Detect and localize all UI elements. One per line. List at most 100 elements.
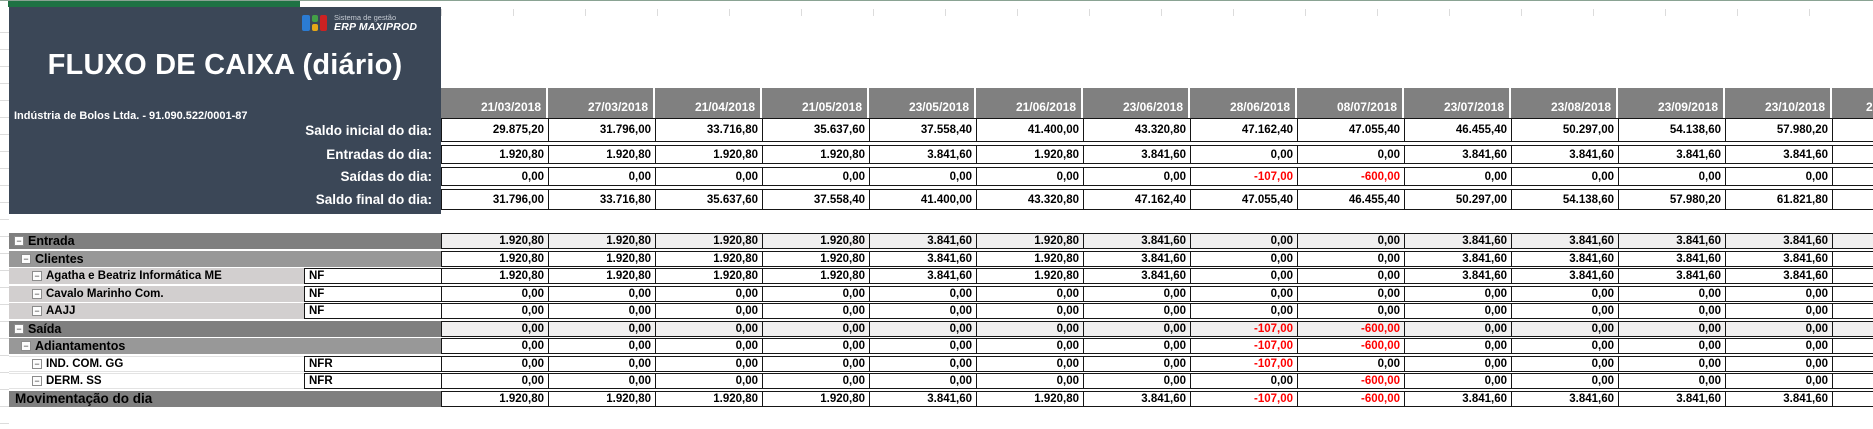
detail-value-cell[interactable]: 1.920,80 (548, 390, 656, 407)
summary-value-cell[interactable]: 54.138,60 (1511, 189, 1619, 210)
detail-value-cell-clipped[interactable] (1832, 320, 1873, 337)
detail-value-cell-clipped[interactable] (1832, 233, 1873, 249)
detail-value-cell[interactable]: 0,00 (441, 303, 549, 319)
detail-value-cell[interactable]: 0,00 (548, 285, 656, 302)
detail-value-cell[interactable]: -600,00 (1297, 390, 1405, 407)
detail-value-cell[interactable]: 1.920,80 (655, 233, 763, 249)
summary-value-cell[interactable]: 41.400,00 (869, 189, 977, 210)
detail-value-cell[interactable]: 0,00 (655, 373, 763, 389)
detail-value-cell[interactable]: 0,00 (869, 320, 977, 337)
collapse-icon[interactable]: − (32, 358, 42, 369)
detail-row-label[interactable]: − Cavalo Marinho Com. (9, 285, 305, 302)
detail-value-cell[interactable]: 0,00 (655, 285, 763, 302)
collapse-icon[interactable]: − (32, 271, 42, 281)
summary-value-cell[interactable]: 3.841,60 (1725, 145, 1833, 164)
summary-value-cell[interactable]: 35.637,60 (655, 189, 763, 210)
detail-value-cell[interactable]: 0,00 (1618, 303, 1726, 319)
detail-value-cell[interactable]: 1.920,80 (762, 233, 870, 249)
date-header-cell[interactable]: 21/04/2018 (655, 88, 760, 118)
detail-value-cell[interactable]: 0,00 (762, 303, 870, 319)
detail-value-cell[interactable]: 0,00 (548, 338, 656, 354)
detail-row-label[interactable]: − Entrada (9, 233, 442, 249)
detail-value-cell[interactable]: 0,00 (1190, 285, 1298, 302)
detail-value-cell[interactable]: 0,00 (1511, 373, 1619, 389)
summary-value-cell[interactable]: 50.297,00 (1511, 118, 1619, 142)
detail-row-label[interactable]: − DERM. SS (9, 373, 305, 389)
summary-value-cell[interactable]: 33.716,80 (548, 189, 656, 210)
detail-value-cell[interactable]: 0,00 (1725, 320, 1833, 337)
detail-value-cell[interactable]: 0,00 (548, 320, 656, 337)
detail-value-cell[interactable]: 0,00 (976, 320, 1084, 337)
detail-value-cell[interactable]: 3.841,60 (869, 268, 977, 284)
summary-value-cell[interactable]: 3.841,60 (869, 145, 977, 164)
detail-value-cell[interactable]: 0,00 (1511, 338, 1619, 354)
summary-value-cell[interactable]: 37.558,40 (869, 118, 977, 142)
detail-row-label[interactable]: − Agatha e Beatriz Informática ME (9, 268, 305, 284)
collapse-icon[interactable]: − (21, 341, 31, 351)
detail-value-cell[interactable]: 0,00 (1404, 373, 1512, 389)
detail-value-cell[interactable]: 0,00 (976, 285, 1084, 302)
detail-value-cell[interactable]: 1.920,80 (548, 268, 656, 284)
summary-value-cell[interactable]: 54.138,60 (1618, 118, 1726, 142)
detail-value-cell[interactable]: 3.841,60 (1725, 233, 1833, 249)
summary-value-cell[interactable]: 43.320,80 (1083, 118, 1191, 142)
detail-value-cell[interactable]: 3.841,60 (1404, 390, 1512, 407)
summary-value-cell[interactable]: 0,00 (1511, 167, 1619, 186)
detail-value-cell[interactable]: 0,00 (869, 373, 977, 389)
summary-value-cell-clipped[interactable] (1832, 145, 1873, 164)
detail-value-cell[interactable]: 0,00 (1618, 285, 1726, 302)
summary-value-cell[interactable]: 61.821,80 (1725, 189, 1833, 210)
detail-value-cell[interactable]: 0,00 (1511, 355, 1619, 372)
summary-value-cell[interactable]: 41.400,00 (976, 118, 1084, 142)
detail-value-cell[interactable]: 0,00 (762, 320, 870, 337)
detail-value-cell[interactable]: 0,00 (762, 285, 870, 302)
detail-value-cell[interactable]: 0,00 (869, 285, 977, 302)
detail-row-label[interactable]: − Saída (9, 320, 442, 337)
date-header-cell[interactable]: 23/06/2018 (1083, 88, 1188, 118)
detail-value-cell[interactable]: 3.841,60 (1618, 233, 1726, 249)
detail-value-cell[interactable]: 0,00 (655, 338, 763, 354)
detail-value-cell[interactable]: 0,00 (441, 373, 549, 389)
summary-value-cell[interactable]: 47.162,40 (1190, 118, 1298, 142)
detail-value-cell[interactable]: 0,00 (1083, 373, 1191, 389)
summary-value-cell[interactable]: 3.841,60 (1618, 145, 1726, 164)
detail-value-cell[interactable]: 1.920,80 (548, 250, 656, 267)
summary-value-cell[interactable]: 0,00 (762, 167, 870, 186)
detail-value-cell[interactable]: 1.920,80 (548, 233, 656, 249)
detail-value-cell[interactable]: 0,00 (869, 303, 977, 319)
detail-value-cell[interactable]: -107,00 (1190, 320, 1298, 337)
summary-value-cell[interactable]: 57.980,20 (1618, 189, 1726, 210)
detail-value-cell[interactable]: 3.841,60 (1083, 233, 1191, 249)
summary-value-cell[interactable]: -600,00 (1297, 167, 1405, 186)
detail-value-cell[interactable]: 1.920,80 (762, 268, 870, 284)
detail-value-cell[interactable]: 0,00 (1725, 355, 1833, 372)
detail-value-cell[interactable]: -107,00 (1190, 355, 1298, 372)
detail-value-cell[interactable]: 0,00 (1725, 285, 1833, 302)
summary-value-cell[interactable]: 0,00 (1190, 145, 1298, 164)
detail-value-cell[interactable]: 0,00 (1297, 355, 1405, 372)
detail-value-cell[interactable]: 1.920,80 (976, 390, 1084, 407)
summary-value-cell[interactable]: 47.055,40 (1297, 118, 1405, 142)
summary-value-cell[interactable]: 0,00 (869, 167, 977, 186)
detail-value-cell-clipped[interactable] (1832, 285, 1873, 302)
detail-value-cell[interactable]: 3.841,60 (1511, 390, 1619, 407)
summary-value-cell[interactable]: 0,00 (1083, 167, 1191, 186)
detail-value-cell[interactable]: 0,00 (1190, 250, 1298, 267)
summary-value-cell[interactable]: 46.455,40 (1404, 118, 1512, 142)
detail-value-cell[interactable]: 3.841,60 (1511, 250, 1619, 267)
doc-type-cell[interactable]: NFR (304, 373, 442, 389)
summary-value-cell[interactable]: -107,00 (1190, 167, 1298, 186)
detail-value-cell[interactable]: 0,00 (762, 355, 870, 372)
detail-value-cell[interactable]: 0,00 (1404, 338, 1512, 354)
detail-value-cell[interactable]: 3.841,60 (1725, 268, 1833, 284)
detail-value-cell[interactable]: -600,00 (1297, 373, 1405, 389)
detail-value-cell[interactable]: -107,00 (1190, 338, 1298, 354)
detail-value-cell[interactable]: 0,00 (1083, 303, 1191, 319)
detail-value-cell[interactable]: 0,00 (762, 338, 870, 354)
summary-value-cell[interactable]: 46.455,40 (1297, 189, 1405, 210)
detail-value-cell[interactable]: 3.841,60 (1083, 268, 1191, 284)
summary-value-cell[interactable]: 43.320,80 (976, 189, 1084, 210)
summary-value-cell[interactable]: 3.841,60 (1083, 145, 1191, 164)
detail-value-cell[interactable]: 0,00 (976, 373, 1084, 389)
detail-value-cell[interactable]: 3.841,60 (1618, 250, 1726, 267)
